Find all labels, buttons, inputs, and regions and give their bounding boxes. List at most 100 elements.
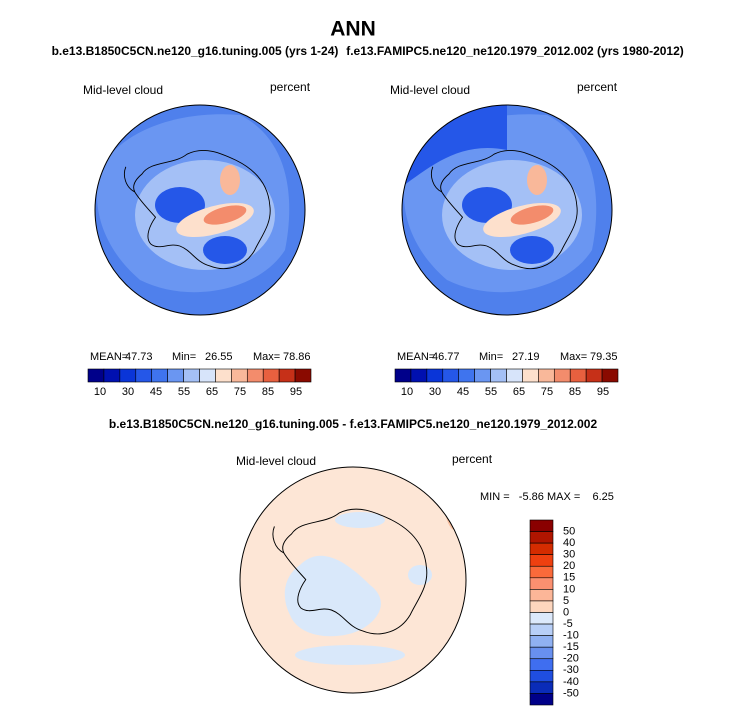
- colorbar-box: [529, 531, 554, 544]
- colorbar-box: [151, 368, 168, 383]
- colorbar-label: -40: [563, 676, 579, 688]
- stat: 78.86: [283, 351, 311, 363]
- colorbar-box: [246, 368, 264, 383]
- stat: Min=: [479, 351, 503, 363]
- colorbar-label: 10: [94, 386, 106, 398]
- variable-label: Mid-level cloud: [390, 83, 470, 97]
- units-label: percent: [452, 452, 493, 466]
- stat: Max=: [560, 351, 587, 363]
- stat: MEAN=: [397, 351, 435, 363]
- colorbar-box: [529, 589, 554, 602]
- colorbar-box: [215, 368, 232, 383]
- colorbar-box: [506, 368, 523, 383]
- field: [510, 205, 554, 225]
- colorbar-box: [529, 693, 554, 706]
- units-label: percent: [270, 80, 311, 94]
- colorbar-box: [529, 681, 554, 694]
- colorbar-box: [601, 368, 619, 383]
- map-panel: Mid-level cloud percent MEAN=46.77 Min= 27.1…: [390, 80, 619, 398]
- colorbar-box: [585, 368, 603, 383]
- stat: Max=: [253, 351, 280, 363]
- colorbar-label: 30: [122, 386, 134, 398]
- colorbar-box: [490, 368, 507, 383]
- map-field: [96, 114, 290, 293]
- colorbar-label: 0: [563, 606, 569, 618]
- difference-map: [239, 466, 467, 694]
- colorbar-label: 40: [563, 537, 575, 549]
- colorbar-label: 30: [429, 386, 441, 398]
- stat: 27.19: [512, 351, 540, 363]
- colorbar-label: 45: [457, 386, 469, 398]
- colorbar-label: 55: [178, 386, 190, 398]
- colorbar-box: [294, 368, 312, 383]
- colorbar-label: -30: [563, 664, 579, 676]
- colorbar-label: -10: [563, 630, 579, 642]
- colorbar-box: [538, 368, 555, 383]
- colorbar-box: [529, 658, 554, 671]
- colorbar-box: [529, 519, 554, 532]
- field: [203, 205, 247, 225]
- colorbar-box: [394, 368, 412, 383]
- field: [203, 236, 247, 264]
- field: [220, 165, 240, 195]
- case-title: b.e13.B1850C5CN.ne120_g16.tuning.005 (yr…: [52, 44, 339, 58]
- colorbar-label: 75: [234, 386, 246, 398]
- colorbar-label: 85: [262, 386, 274, 398]
- colorbar-label: 95: [597, 386, 609, 398]
- units-label: percent: [577, 80, 618, 94]
- colorbar-box: [529, 670, 554, 683]
- field: [510, 236, 554, 264]
- colorbar-box: [103, 368, 121, 383]
- colorbar-label: 65: [513, 386, 525, 398]
- colorbar-label: 45: [150, 386, 162, 398]
- colorbar-box: [529, 565, 554, 579]
- difference-title: b.e13.B1850C5CN.ne120_g16.tuning.005 - f…: [109, 417, 598, 431]
- colorbar-label: -20: [563, 653, 579, 665]
- colorbar-box: [529, 612, 554, 625]
- colorbar-box: [474, 368, 491, 383]
- colorbar-box: [231, 368, 248, 383]
- colorbar-box: [529, 635, 554, 648]
- colorbar-box: [442, 368, 460, 383]
- field: [527, 165, 547, 195]
- variable-label: Mid-level cloud: [83, 83, 163, 97]
- map-panel: Mid-level cloud percent MEAN=47.73 Min= 26.5…: [83, 80, 312, 398]
- case-title: f.e13.FAMIPC5.ne120_ne120.1979_2012.002 …: [346, 44, 684, 58]
- variable-label: Mid-level cloud: [236, 454, 316, 468]
- diff-stats: MIN = -5.86 MAX = 6.25: [480, 491, 614, 503]
- colorbar-label: 85: [569, 386, 581, 398]
- colorbar-label: -50: [563, 687, 579, 699]
- colorbar-box: [529, 646, 554, 660]
- colorbar-box: [529, 542, 554, 555]
- colorbar-label: 95: [290, 386, 302, 398]
- colorbar-label: 55: [485, 386, 497, 398]
- stat: 46.77: [432, 351, 460, 363]
- colorbar-box: [262, 368, 280, 383]
- colorbar-box: [278, 368, 296, 383]
- colorbar-label: 75: [541, 386, 553, 398]
- colorbar-box: [183, 368, 200, 383]
- stat: 79.35: [590, 351, 618, 363]
- colorbar-label: 50: [563, 525, 575, 537]
- colorbar-box: [529, 600, 554, 613]
- colorbar-box: [458, 368, 475, 383]
- colorbar-label: -15: [563, 641, 579, 653]
- stat: MEAN=: [90, 351, 128, 363]
- colorbar-label: 5: [563, 595, 569, 607]
- colorbar-box: [529, 554, 554, 567]
- colorbar-label: 30: [563, 549, 575, 561]
- colorbar-label: 10: [563, 583, 575, 595]
- colorbar-box: [529, 623, 554, 636]
- colorbar-box: [410, 368, 428, 383]
- colorbar-box: [529, 577, 554, 590]
- colorbar-box: [135, 368, 153, 383]
- stat: 26.55: [205, 351, 233, 363]
- colorbar-box: [426, 368, 444, 383]
- colorbar-box: [87, 368, 105, 383]
- colorbar-label: 10: [401, 386, 413, 398]
- map-border: [401, 104, 613, 316]
- colorbar-box: [167, 368, 184, 383]
- colorbar-box: [522, 368, 539, 383]
